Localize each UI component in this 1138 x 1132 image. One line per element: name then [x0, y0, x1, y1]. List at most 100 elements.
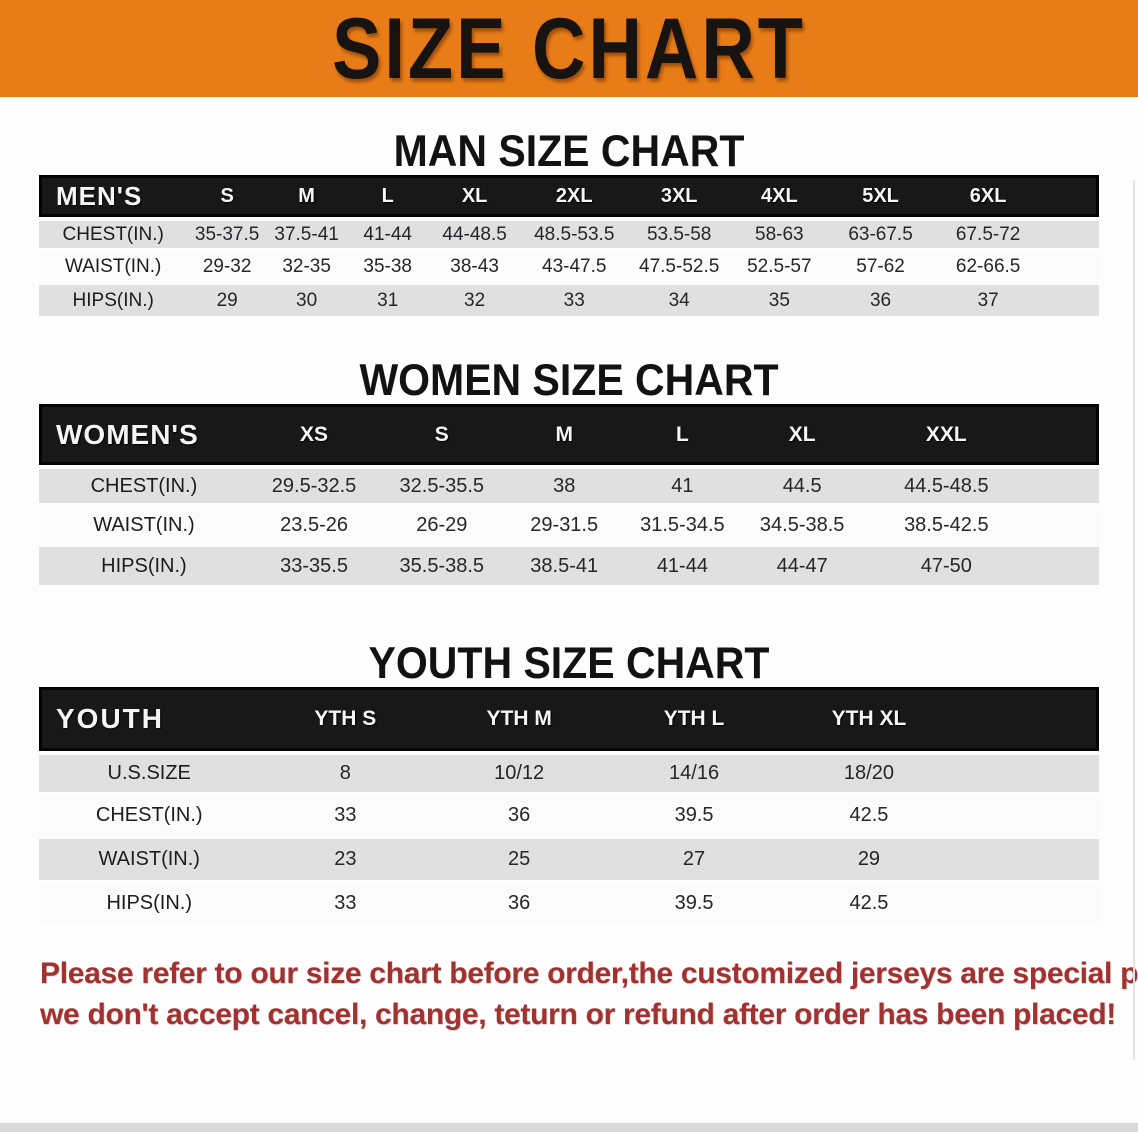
women-section-heading: WOMEN SIZE CHART [359, 355, 779, 405]
row-label: CHEST(IN.) [39, 795, 260, 839]
row-label: HIPS(IN.) [39, 285, 188, 319]
disclaimer-line-2: we don't accept cancel, change, teturn o… [40, 998, 1116, 1032]
size-value-cell: 23.5-26 [248, 506, 380, 547]
size-value-cell: 42.5 [780, 883, 957, 927]
size-value-cell: 42.5 [780, 795, 957, 839]
size-value-cell: 32-35 [266, 251, 347, 285]
row-label: WAIST(IN.) [39, 506, 249, 547]
size-value-cell: 41-44 [624, 547, 741, 588]
row-label: WAIST(IN.) [39, 839, 260, 883]
size-value-cell: 34 [628, 285, 731, 319]
size-value-cell: 67.5-72 [932, 217, 1044, 251]
row-spacer-cell [1029, 547, 1099, 588]
size-column-header: S [187, 175, 267, 217]
size-value-cell: 41-44 [346, 217, 430, 251]
size-value-cell: 29 [780, 839, 957, 883]
size-column-header: YTH XL [780, 687, 957, 751]
table-row: HIPS(IN.) 29 30 31 32 33 34 35 36 37 [39, 285, 1099, 319]
size-column-header: M [504, 404, 625, 465]
table-row: WAIST(IN.) 23 25 27 29 [39, 839, 1099, 883]
size-value-cell: 35-37.5 [187, 217, 267, 251]
row-spacer-cell [956, 751, 1099, 795]
size-value-cell: 36 [431, 883, 608, 927]
disclaimer-line-1: Please refer to our size chart before or… [40, 957, 1138, 990]
size-value-cell: 18/20 [780, 751, 957, 795]
size-value-cell: 30 [266, 285, 347, 319]
row-spacer-cell [956, 839, 1099, 883]
size-value-cell: 25 [431, 839, 608, 883]
table-row: HIPS(IN.) 33-35.5 35.5-38.5 38.5-41 41-44 44-… [39, 547, 1099, 588]
size-column-header: XXL [863, 404, 1029, 465]
size-value-cell: 29 [187, 285, 267, 319]
size-value-cell: 44-48.5 [429, 217, 521, 251]
header-spacer-cell [956, 687, 1099, 751]
row-spacer-cell [956, 795, 1099, 839]
size-column-header: 6XL [932, 175, 1044, 217]
size-value-cell: 33-35.5 [248, 547, 380, 588]
row-label: U.S.SIZE [39, 751, 260, 795]
header-spacer-cell [1029, 404, 1099, 465]
size-column-header: L [624, 404, 741, 465]
size-value-cell: 33 [259, 883, 432, 927]
size-value-cell: 35 [730, 285, 829, 319]
size-value-cell: 58-63 [730, 217, 829, 251]
size-value-cell: 34.5-38.5 [740, 506, 864, 547]
size-value-cell: 38.5-42.5 [863, 506, 1029, 547]
bottom-edge-strip [0, 1123, 1138, 1132]
table-group-label: WOMEN'S [39, 404, 249, 465]
men-size-table: MEN'S S M L XL 2XL 3XL 4XL 5XL 6XL CHEST(IN.) 35-3… [39, 175, 1099, 319]
table-group-label: MEN'S [39, 175, 188, 217]
women-size-table: WOMEN'S XS S M L XL XXL CHEST(IN.) 29.5-32.5 32.… [39, 404, 1099, 588]
size-value-cell: 44-47 [740, 547, 864, 588]
men-section-heading: MAN SIZE CHART [393, 126, 745, 176]
size-value-cell: 31 [346, 285, 430, 319]
size-column-header: YTH M [431, 687, 608, 751]
table-row: WAIST(IN.) 23.5-26 26-29 29-31.5 31.5-34.5 34… [39, 506, 1099, 547]
row-spacer-cell [1043, 285, 1099, 319]
size-value-cell: 38.5-41 [504, 547, 625, 588]
row-label: WAIST(IN.) [39, 251, 188, 285]
size-value-cell: 38 [504, 465, 625, 506]
size-column-header: M [266, 175, 347, 217]
size-value-cell: 36 [431, 795, 608, 839]
size-column-header: YTH L [607, 687, 781, 751]
size-value-cell: 23 [259, 839, 432, 883]
youth-size-table: YOUTH YTH S YTH M YTH L YTH XL U.S.SIZE 8 10/1… [39, 687, 1099, 927]
size-value-cell: 27 [607, 839, 781, 883]
size-value-cell: 35-38 [346, 251, 430, 285]
size-column-header: XL [429, 175, 521, 217]
table-row: CHEST(IN.) 35-37.5 37.5-41 41-44 44-48.5 48.5… [39, 217, 1099, 251]
women-header-row: WOMEN'S XS S M L XL XXL [39, 404, 1099, 465]
table-row: HIPS(IN.) 33 36 39.5 42.5 [39, 883, 1099, 927]
size-value-cell: 47.5-52.5 [628, 251, 731, 285]
size-column-header: 2XL [520, 175, 629, 217]
size-value-cell: 37 [932, 285, 1044, 319]
size-column-header: 5XL [828, 175, 933, 217]
size-value-cell: 36 [828, 285, 933, 319]
size-value-cell: 63-67.5 [828, 217, 933, 251]
table-row: CHEST(IN.) 29.5-32.5 32.5-35.5 38 41 44.5 44.5… [39, 465, 1099, 506]
disclaimer-text: Please refer to our size chart before or… [40, 953, 1138, 1036]
size-value-cell: 39.5 [607, 795, 781, 839]
size-value-cell: 44.5 [740, 465, 864, 506]
size-column-header: L [346, 175, 430, 217]
size-value-cell: 33 [520, 285, 629, 319]
banner-title: SIZE CHART [332, 0, 806, 97]
size-value-cell: 53.5-58 [628, 217, 731, 251]
size-value-cell: 14/16 [607, 751, 781, 795]
size-value-cell: 32.5-35.5 [379, 465, 505, 506]
table-row: WAIST(IN.) 29-32 32-35 35-38 38-43 43-47.5 47.… [39, 251, 1099, 285]
row-spacer-cell [1029, 465, 1099, 506]
row-spacer-cell [1043, 251, 1099, 285]
men-header-row: MEN'S S M L XL 2XL 3XL 4XL 5XL 6XL [39, 175, 1099, 217]
right-edge-line [1133, 180, 1135, 1060]
table-group-label: YOUTH [39, 687, 260, 751]
size-value-cell: 37.5-41 [266, 217, 347, 251]
youth-header-row: YOUTH YTH S YTH M YTH L YTH XL [39, 687, 1099, 751]
row-label: CHEST(IN.) [39, 465, 249, 506]
table-row: U.S.SIZE 8 10/12 14/16 18/20 [39, 751, 1099, 795]
youth-section-heading: YOUTH SIZE CHART [368, 638, 770, 688]
size-column-header: YTH S [259, 687, 432, 751]
size-value-cell: 31.5-34.5 [624, 506, 741, 547]
size-value-cell: 10/12 [431, 751, 608, 795]
